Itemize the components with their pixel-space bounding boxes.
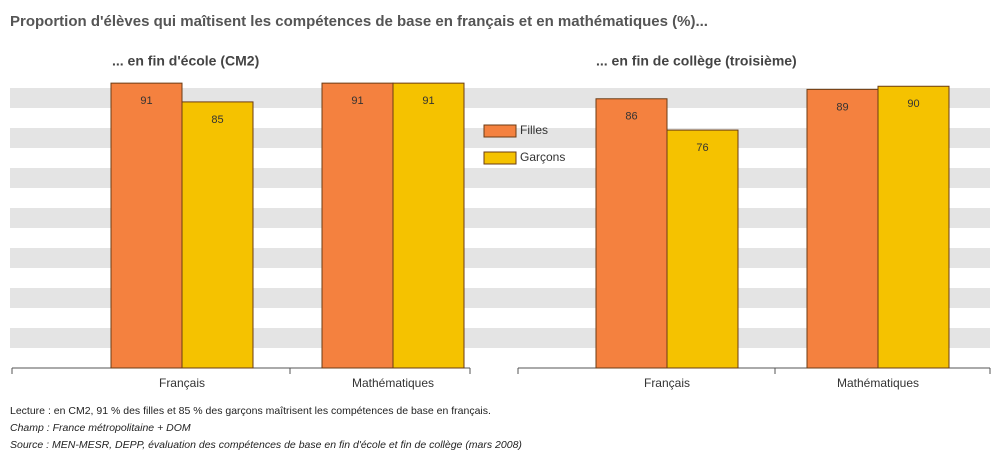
bar [877,85,950,369]
value-label: 85 [211,114,223,126]
note-lecture: Lecture : en CM2, 91 % des filles et 85 … [10,405,491,417]
bar [321,82,394,369]
legend-label: Filles [520,123,548,137]
x-tick-label: Français [644,376,690,390]
value-label: 91 [351,95,363,107]
note-source: Source : MEN-MESR, DEPP, évaluation des … [10,439,522,451]
bar [181,101,254,369]
value-label: 89 [836,101,848,113]
legend-swatch [483,151,517,165]
panel-title: ... en fin de collège (troisième) [596,53,797,69]
legend-label: Garçons [520,150,565,164]
value-label: 76 [696,142,708,154]
x-tick-label: Mathématiques [352,376,434,390]
panel-title: ... en fin d'école (CM2) [112,53,259,69]
value-label: 90 [907,98,919,110]
bar [666,129,739,369]
note-champ: Champ : France métropolitaine + DOM [10,422,191,434]
page-title: Proportion d'élèves qui maîtisent les co… [10,13,708,30]
bar [110,82,183,369]
background-stripes [10,88,990,348]
bar [392,82,465,369]
bar [595,98,668,369]
x-axes [11,367,991,374]
value-label: 91 [140,95,152,107]
value-label: 91 [422,95,434,107]
x-tick-label: Français [159,376,205,390]
bar [806,88,879,369]
x-tick-label: Mathématiques [837,376,919,390]
legend-swatch [483,124,517,138]
value-label: 86 [625,111,637,123]
